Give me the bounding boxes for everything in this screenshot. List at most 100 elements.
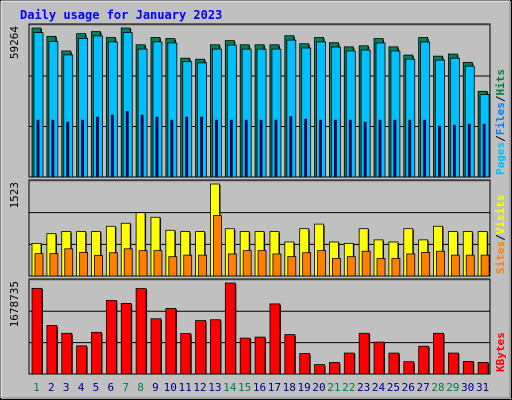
sites-bar-19: [302, 252, 312, 277]
sites-bar-12: [198, 254, 207, 277]
bottom-max-label: 1678735: [8, 281, 21, 327]
day-label-1: 1: [33, 381, 40, 394]
sites-bar-26: [406, 253, 416, 277]
pages-bar-21: [334, 119, 337, 178]
kbytes-bar-4: [76, 345, 88, 375]
day-label-4: 4: [78, 381, 85, 394]
sites-bar-6: [108, 252, 118, 277]
day-label-30: 30: [461, 381, 474, 394]
pages-bar-1: [36, 119, 40, 178]
pages-bar-11: [185, 116, 189, 178]
day-label-29: 29: [446, 381, 459, 394]
pages-bar-20: [319, 119, 322, 178]
day-label-31: 31: [476, 381, 489, 394]
pages-bar-10: [170, 119, 174, 178]
sites-bar-21: [332, 258, 341, 277]
sites-bar-7: [123, 248, 133, 277]
day-label-10: 10: [164, 381, 177, 394]
pages-bar-19: [304, 118, 308, 178]
middle-legend: Sites/Visits: [494, 195, 507, 275]
middle-legend-sep-1: /: [494, 234, 507, 241]
kbytes-bar-11: [180, 333, 192, 375]
sites-bar-13: [213, 215, 222, 277]
day-label-11: 11: [179, 381, 192, 394]
day-label-22: 22: [342, 381, 355, 394]
kbytes-bar-2: [46, 325, 58, 375]
sites-bar-15: [242, 250, 252, 277]
kbytes-bar-12: [195, 320, 206, 375]
kbytes-bar-5: [91, 331, 102, 375]
day-label-13: 13: [208, 381, 221, 394]
sites-bar-30: [465, 254, 475, 277]
top-legend-files-2: Files: [494, 102, 507, 135]
day-label-16: 16: [253, 381, 266, 394]
pages-bar-18: [289, 116, 293, 178]
panel-kbytes: [28, 278, 491, 375]
sites-bar-11: [183, 254, 193, 277]
day-label-28: 28: [431, 381, 444, 394]
sites-bar-29: [450, 254, 460, 277]
day-label-7: 7: [122, 381, 129, 394]
day-label-23: 23: [357, 381, 370, 394]
sites-bar-23: [361, 250, 371, 277]
sites-bar-9: [153, 250, 163, 277]
day-label-27: 27: [416, 381, 429, 394]
sites-bar-10: [168, 256, 178, 277]
sites-bar-25: [391, 258, 401, 277]
sites-bar-5: [94, 255, 103, 277]
sites-bar-4: [79, 252, 89, 277]
kbytes-bar-14: [224, 282, 236, 375]
pages-bar-25: [393, 119, 397, 178]
day-label-8: 8: [137, 381, 144, 394]
top-legend: Pages/Files/Hits: [494, 69, 507, 175]
day-label-5: 5: [93, 381, 100, 394]
sites-bar-22: [346, 256, 356, 277]
pages-bar-4: [81, 119, 85, 178]
bottom-legend: KBytes: [494, 332, 507, 372]
kbytes-bar-23: [358, 332, 370, 375]
day-label-18: 18: [283, 381, 296, 394]
sites-bar-24: [376, 258, 386, 277]
sites-bar-14: [227, 253, 237, 277]
day-label-24: 24: [372, 381, 386, 394]
day-label-9: 9: [152, 381, 159, 394]
sites-bar-1: [34, 253, 44, 277]
sites-bar-20: [317, 250, 326, 277]
sites-bar-17: [272, 253, 282, 277]
pages-bar-15: [244, 119, 248, 178]
kbytes-bar-15: [239, 337, 251, 375]
day-label-20: 20: [312, 381, 325, 394]
middle-max-label: 1523: [8, 182, 21, 209]
kbytes-bar-26: [403, 361, 415, 375]
pages-bar-30: [467, 123, 471, 178]
top-max-label: 59264: [8, 26, 21, 59]
day-label-14: 14: [223, 381, 237, 394]
pages-bar-24: [378, 119, 382, 178]
kbytes-bar-6: [105, 300, 117, 375]
kbytes-bar-16: [254, 336, 266, 375]
kbytes-bar-20: [314, 364, 325, 375]
pages-bar-23: [363, 121, 367, 178]
pages-bar-29: [452, 124, 456, 178]
pages-bar-13: [215, 119, 218, 178]
pages-bar-31: [482, 123, 486, 178]
sites-bar-16: [257, 250, 267, 277]
day-label-15: 15: [238, 381, 251, 394]
pages-bar-7: [125, 110, 129, 178]
kbytes-bar-28: [433, 332, 444, 375]
pages-bar-28: [438, 125, 441, 178]
pages-bar-27: [423, 119, 427, 178]
top-legend-hits-4: Hits: [494, 69, 507, 96]
day-label-6: 6: [107, 381, 114, 394]
kbytes-bar-7: [120, 303, 132, 375]
day-label-17: 17: [268, 381, 281, 394]
kbytes-bar-1: [31, 287, 43, 375]
pages-bar-26: [408, 119, 412, 178]
pages-bar-14: [229, 119, 233, 178]
day-label-3: 3: [63, 381, 70, 394]
sites-bar-28: [436, 250, 445, 277]
bottom-legend-kbytes-0: KBytes: [494, 332, 507, 372]
sites-bar-31: [480, 254, 490, 277]
day-label-2: 2: [48, 381, 55, 394]
